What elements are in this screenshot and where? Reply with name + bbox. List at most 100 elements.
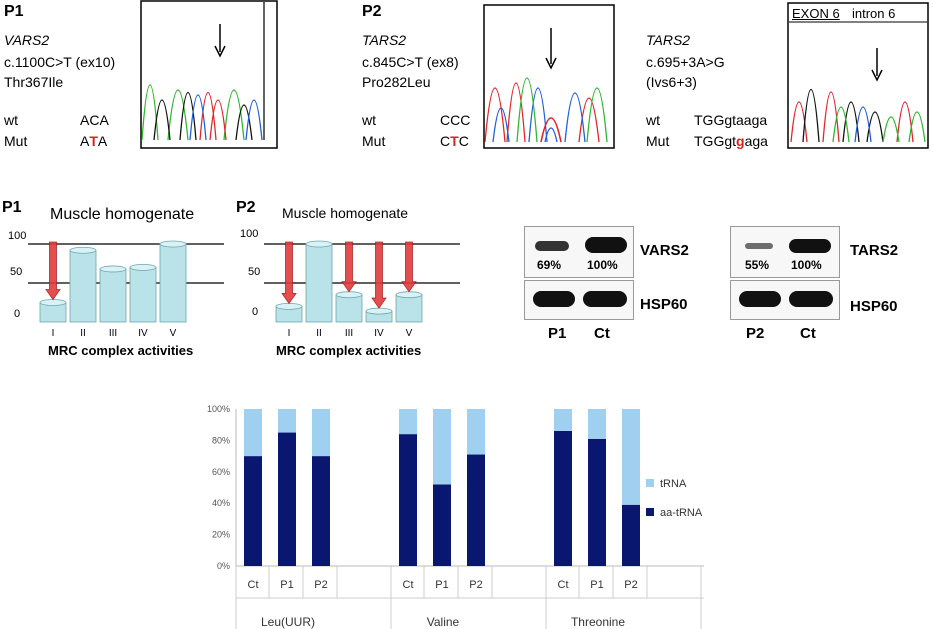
bar-cap bbox=[39, 299, 67, 306]
bar-aa-trna bbox=[399, 434, 417, 566]
category-label: P1 bbox=[590, 579, 603, 591]
x-axis-label: MRC complex activities bbox=[276, 343, 422, 358]
band-percent: 69% bbox=[537, 258, 562, 272]
bar-cap bbox=[395, 291, 423, 299]
chromatogram-splice bbox=[787, 2, 929, 149]
wt-label: wt bbox=[362, 112, 376, 128]
activity-bar bbox=[99, 268, 127, 323]
activity-bar bbox=[69, 249, 97, 323]
activity-bar bbox=[159, 243, 187, 323]
bar-aa-trna bbox=[622, 504, 640, 566]
gene-name: TARS2 bbox=[646, 32, 691, 48]
deficiency-arrow-icon bbox=[401, 241, 417, 293]
exon-label: EXON 6 bbox=[792, 6, 840, 21]
intron-label: intron 6 bbox=[852, 6, 896, 21]
mut-label: Mut bbox=[4, 133, 28, 149]
bar-trna bbox=[467, 409, 485, 455]
blot-band bbox=[583, 291, 627, 307]
bar-trna bbox=[588, 409, 606, 439]
mutation-text: c.1100C>T (ex10) bbox=[4, 54, 116, 70]
muscle-chart: I II III IV V bbox=[264, 240, 460, 339]
mutation-text: c.695+3A>G bbox=[646, 54, 725, 70]
band-percent: 100% bbox=[791, 258, 822, 272]
protein-label: TARS2 bbox=[850, 242, 899, 259]
category-label: Ct bbox=[403, 579, 414, 591]
bar-aa-trna bbox=[312, 456, 330, 566]
y-tick: 50 bbox=[10, 266, 23, 278]
mutation-text: c.845C>T (ex8) bbox=[362, 54, 459, 70]
patient-label: P1 bbox=[4, 3, 24, 20]
y-tick: 0 bbox=[14, 308, 21, 320]
mut-label: Mut bbox=[362, 133, 386, 149]
blot-lane-loading bbox=[524, 280, 634, 320]
blot-lane-target: 55% 100% bbox=[730, 226, 840, 278]
gene-name: VARS2 bbox=[4, 32, 50, 48]
loading-label: HSP60 bbox=[850, 298, 898, 315]
complex-label: II bbox=[80, 328, 86, 339]
protein-change: Thr367Ile bbox=[4, 74, 64, 90]
gene-name: TARS2 bbox=[362, 32, 407, 48]
patient-label: P2 bbox=[236, 199, 256, 216]
bar-cap bbox=[159, 240, 187, 248]
lane-label: Ct bbox=[594, 325, 610, 342]
band-percent: 55% bbox=[745, 258, 770, 272]
blot-band bbox=[585, 237, 627, 253]
mut-sequence: TGGgtgaga bbox=[694, 133, 768, 149]
complex-label: I bbox=[52, 328, 55, 339]
legend-swatch bbox=[646, 508, 654, 516]
blot-lane-target: 69% 100% bbox=[524, 226, 634, 278]
legend-swatch bbox=[646, 479, 654, 487]
complex-label: IV bbox=[374, 328, 384, 339]
trace-blue bbox=[492, 87, 586, 143]
bar-trna bbox=[244, 409, 262, 457]
deficiency-arrow-icon bbox=[45, 241, 61, 301]
category-label: P2 bbox=[469, 579, 482, 591]
activity-bar bbox=[335, 294, 363, 323]
stacked-bar-chart: 0% 20% 40% 60% 80% 100% Ct P1 P2 Leu(UUR) Ct P1 P2 Va… bbox=[207, 404, 704, 629]
group-label: Threonine bbox=[571, 615, 625, 629]
protein-label: VARS2 bbox=[640, 242, 689, 259]
bar-cap bbox=[129, 264, 157, 271]
y-tick-label: 100% bbox=[207, 404, 230, 414]
wt-sequence: ACA bbox=[80, 112, 109, 128]
trace-black bbox=[153, 91, 253, 141]
legend-label: tRNA bbox=[660, 478, 687, 490]
lane-label: P2 bbox=[746, 325, 765, 342]
blot-band bbox=[745, 243, 773, 249]
deficiency-arrow-icon bbox=[281, 241, 297, 305]
mut-label: Mut bbox=[646, 133, 670, 149]
blot-band bbox=[789, 291, 833, 307]
mut-sequence: CTC bbox=[440, 133, 469, 149]
lane-label: Ct bbox=[800, 325, 816, 342]
chromatogram-p2 bbox=[483, 4, 615, 149]
bar-cap bbox=[305, 240, 333, 248]
wt-sequence: CCC bbox=[440, 112, 471, 128]
mut-sequence: ATA bbox=[80, 133, 108, 149]
blot-band bbox=[789, 239, 831, 253]
blot-band bbox=[739, 291, 781, 307]
bar-trna bbox=[312, 409, 330, 457]
category-label: P2 bbox=[314, 579, 327, 591]
complex-label: V bbox=[406, 328, 413, 339]
activity-bar bbox=[395, 294, 423, 323]
blot-band bbox=[533, 291, 575, 307]
trace-green bbox=[516, 77, 608, 143]
y-tick: 50 bbox=[248, 266, 261, 278]
activity-bar bbox=[129, 267, 157, 323]
y-tick-label: 60% bbox=[212, 467, 230, 477]
bar-cap bbox=[99, 265, 127, 273]
y-tick-label: 20% bbox=[212, 530, 230, 540]
panel-title: Muscle homogenate bbox=[50, 206, 195, 223]
bar-trna bbox=[433, 409, 451, 485]
patient-label: P2 bbox=[362, 3, 382, 20]
deficiency-arrow-icon bbox=[371, 241, 387, 309]
band-percent: 100% bbox=[587, 258, 618, 272]
wt-sequence: TGGgtaaga bbox=[694, 112, 768, 128]
category-label: P1 bbox=[435, 579, 448, 591]
blot-lane-loading bbox=[730, 280, 840, 320]
activity-bar bbox=[305, 243, 333, 323]
category-label: Ct bbox=[248, 579, 259, 591]
bar-trna bbox=[278, 409, 296, 433]
y-tick-label: 40% bbox=[212, 498, 230, 508]
bar-trna bbox=[399, 409, 417, 435]
